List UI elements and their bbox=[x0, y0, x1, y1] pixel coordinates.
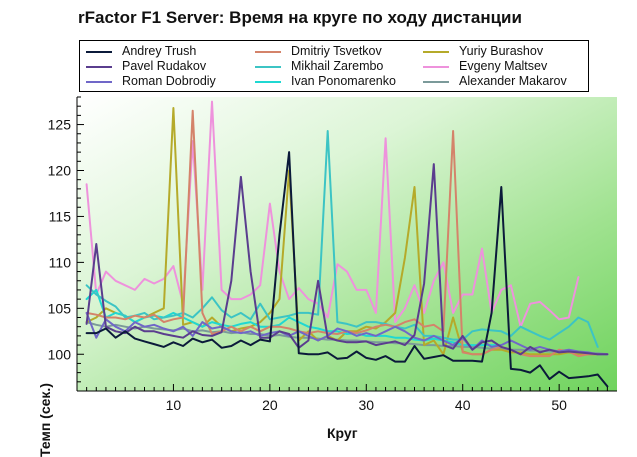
series-line-andrey-trush bbox=[85, 151, 609, 388]
chart-title: rFactor F1 Server: Время на круге по ход… bbox=[78, 8, 522, 27]
legend-swatch bbox=[423, 66, 449, 68]
series-line-pavel-rudakov bbox=[85, 163, 609, 356]
y-tick-label: 100 bbox=[48, 346, 72, 362]
x-axis-label: Круг bbox=[327, 425, 358, 441]
legend-swatch bbox=[255, 51, 281, 53]
x-tick-label: 10 bbox=[166, 397, 182, 413]
legend-swatch bbox=[86, 81, 112, 83]
legend-swatch bbox=[86, 51, 112, 53]
series-group bbox=[85, 100, 609, 388]
legend-label: Mikhail Zarembo bbox=[291, 59, 384, 73]
y-tick-label: 110 bbox=[49, 254, 72, 270]
series-layer bbox=[85, 100, 609, 388]
legend-label: Yuriy Burashov bbox=[459, 44, 544, 58]
legend: Andrey Trush Pavel Rudakov Roman Dobrodiy D… bbox=[79, 40, 589, 92]
y-tick-label: 115 bbox=[49, 208, 72, 224]
series-line-yuriy-burashov bbox=[85, 107, 599, 356]
series-line-mikhail-zarembo bbox=[85, 130, 599, 348]
axis-layer: 10 20 30 40 50 100 105 110 115 120 125 bbox=[48, 96, 617, 413]
legend-swatch bbox=[423, 51, 449, 53]
legend-label: Ivan Ponomarenko bbox=[291, 74, 396, 88]
legend-swatch bbox=[423, 81, 449, 83]
x-tick-label: 30 bbox=[358, 397, 374, 413]
x-tick-label: 20 bbox=[262, 397, 278, 413]
series-line-roman-dobrodiy bbox=[85, 311, 609, 356]
legend-label: Roman Dobrodiy bbox=[122, 74, 216, 88]
y-tick-label: 125 bbox=[48, 117, 72, 133]
x-tick-label: 50 bbox=[551, 397, 567, 413]
legend-swatch bbox=[86, 66, 112, 68]
legend-label: Alexander Makarov bbox=[459, 74, 567, 88]
y-tick-label: 120 bbox=[48, 163, 72, 179]
legend-label: Evgeny Maltsev bbox=[459, 59, 548, 73]
legend-swatch bbox=[255, 81, 281, 83]
x-tick-label: 40 bbox=[455, 397, 471, 413]
series-line-evgeny-maltsev bbox=[85, 100, 580, 328]
legend-swatch bbox=[255, 66, 281, 68]
legend-label: Pavel Rudakov bbox=[122, 59, 207, 73]
y-tick-label: 105 bbox=[48, 300, 72, 316]
plot-background bbox=[77, 97, 617, 391]
legend-label: Dmitriy Tsvetkov bbox=[291, 44, 382, 58]
legend-label: Andrey Trush bbox=[122, 44, 197, 58]
